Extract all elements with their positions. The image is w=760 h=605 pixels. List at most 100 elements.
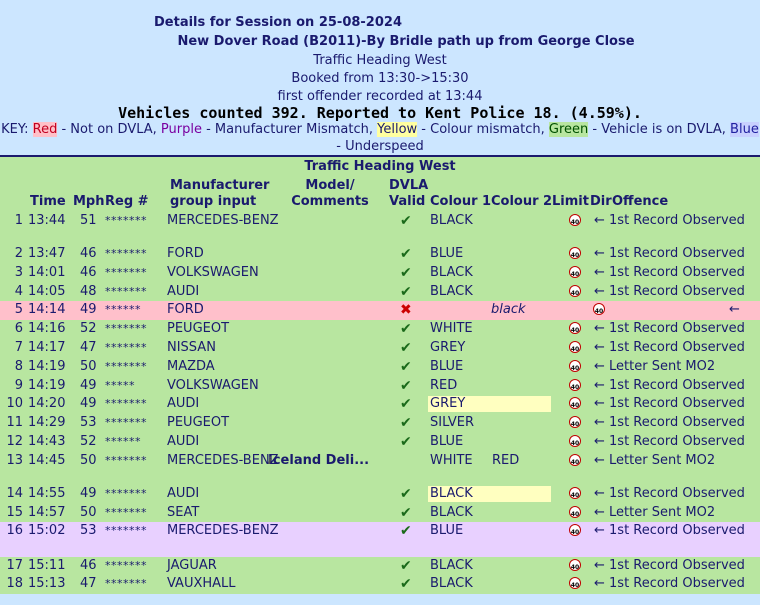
header-model: Model/ Comments — [291, 178, 369, 209]
row-reg: ******* — [105, 214, 147, 227]
row-manufacturer: MAZDA — [167, 359, 215, 374]
key-red: Red — [32, 122, 58, 137]
row-number: 4 — [14, 284, 23, 299]
table-row[interactable]: 15 14:57 50 ******* SEAT ✔ BLACK 40 ← Letter Sen… — [0, 504, 760, 522]
table-row[interactable]: 10 14:20 49 ******* AUDI ✔ GREY 40 ← 1st Record … — [0, 395, 760, 414]
row-time: 14:45 — [28, 453, 66, 468]
check-icon: ✔ — [400, 576, 412, 592]
row-manufacturer: AUDI — [167, 284, 200, 299]
row-number: 1 — [14, 213, 23, 228]
row-manufacturer: PEUGEOT — [167, 415, 230, 430]
divider — [0, 155, 760, 157]
table-row[interactable]: 6 14:16 52 ******* PEUGEOT ✔ WHITE 40 ← 1st Reco… — [0, 320, 760, 339]
row-offence: ← 1st Record Observed — [594, 265, 745, 280]
row-reg: ******* — [105, 247, 147, 260]
row-colour1: BLUE — [430, 246, 464, 261]
row-manufacturer: AUDI — [167, 396, 200, 411]
row-colour1: GREY — [428, 396, 551, 412]
key-blue: Blue — [730, 122, 759, 137]
table-row[interactable]: 5 14:14 49 ****** FORD ✖ black 40 ← — [0, 301, 760, 320]
row-mph: 49 — [80, 396, 97, 411]
row-number: 5 — [14, 302, 23, 317]
check-icon: ✔ — [400, 415, 412, 431]
row-offence: ← Letter Sent MO2 — [594, 453, 716, 468]
table-row[interactable]: 16 15:02 53 ******* MERCEDES-BENZ ✔ BLUE 40 ← 1s… — [0, 522, 760, 557]
header-manufacturer: Manufacturer group input — [170, 178, 270, 209]
limit-40-icon: 40 — [569, 341, 581, 353]
limit-40-icon: 40 — [569, 524, 581, 536]
row-mph: 48 — [80, 284, 97, 299]
key-blue-text: - Underspeed — [336, 139, 424, 154]
row-mph: 49 — [80, 378, 97, 393]
records-table: Traffic Heading West Time Mph Reg # Manu… — [0, 157, 760, 594]
table-row[interactable]: 7 14:17 47 ******* NISSAN ✔ GREY 40 ← 1st Record… — [0, 339, 760, 358]
row-mph: 46 — [80, 265, 97, 280]
table-row[interactable]: 1 13:44 51 ******* MERCEDES-BENZ ✔ BLACK 40 ← 1s… — [0, 212, 760, 245]
row-colour1: BLACK — [430, 505, 473, 520]
row-colour1: BLUE — [430, 359, 464, 374]
row-offence: ← 1st Record Observed — [594, 396, 745, 411]
limit-40-icon: 40 — [569, 214, 581, 226]
check-icon: ✔ — [400, 321, 412, 337]
row-reg: ******* — [105, 524, 147, 537]
row-manufacturer: JAGUAR — [167, 558, 217, 573]
page-title: Details for Session on 25-08-2024 — [154, 15, 402, 30]
row-offence: ← 1st Record Observed — [594, 284, 745, 299]
table-row[interactable]: 17 15:11 46 ******* JAGUAR ✔ BLACK 40 ← 1st Reco… — [0, 557, 760, 575]
table-row[interactable]: 8 14:19 50 ******* MAZDA ✔ BLUE 40 ← Letter Sent… — [0, 358, 760, 377]
row-reg: ****** — [105, 303, 141, 316]
key-purple-text: - Manufacturer Mismatch, — [201, 122, 378, 137]
row-reg: ******* — [105, 506, 147, 519]
row-manufacturer: FORD — [167, 246, 204, 261]
row-number: 14 — [6, 486, 23, 501]
row-number: 2 — [14, 246, 23, 261]
key-green: Green — [548, 122, 589, 137]
row-time: 14:43 — [28, 434, 66, 449]
row-number: 9 — [14, 378, 23, 393]
row-time: 14:29 — [28, 415, 66, 430]
table-row[interactable]: 14 14:55 49 ******* AUDI ✔ BLACK 40 ← 1st Record… — [0, 485, 760, 504]
table-row[interactable]: 11 14:29 53 ******* PEUGEOT ✔ SILVER 40 ← 1st Re… — [0, 414, 760, 433]
row-offence: ← 1st Record Observed — [594, 415, 745, 430]
row-mph: 46 — [80, 246, 97, 261]
limit-40-icon: 40 — [593, 303, 605, 315]
check-icon: ✔ — [400, 359, 412, 375]
table-row[interactable]: 18 15:13 47 ******* VAUXHALL ✔ BLACK 40 ← 1st Re… — [0, 575, 760, 594]
row-number: 13 — [6, 453, 23, 468]
row-time: 14:20 — [28, 396, 66, 411]
row-colour1: RED — [430, 378, 458, 393]
row-number: 16 — [6, 523, 23, 538]
key-yellow-text: - Colour mismatch, — [417, 122, 549, 137]
row-number: 17 — [6, 558, 23, 573]
row-reg: ******* — [105, 322, 147, 335]
header-mph: Mph — [73, 194, 105, 209]
limit-40-icon: 40 — [569, 506, 581, 518]
row-colour1: WHITE — [430, 321, 473, 336]
row-time: 14:05 — [28, 284, 66, 299]
row-colour1: BLACK — [430, 265, 473, 280]
check-icon: ✔ — [400, 523, 412, 539]
limit-40-icon: 40 — [569, 360, 581, 372]
row-colour1: BLUE — [430, 434, 464, 449]
row-mph: 47 — [80, 576, 97, 591]
table-row[interactable]: 3 14:01 46 ******* VOLKSWAGEN ✔ BLACK 40 ← 1st R… — [0, 264, 760, 283]
table-row[interactable]: 12 14:43 52 ****** AUDI ✔ BLUE 40 ← 1st Record O… — [0, 433, 760, 452]
table-row[interactable]: 4 14:05 48 ******* AUDI ✔ BLACK 40 ← 1st Record … — [0, 283, 760, 301]
table-row[interactable]: 13 14:45 50 ******* MERCEDES-BENZ i Iceland De… — [0, 452, 760, 485]
header-limit: Limit — [552, 194, 589, 209]
row-reg: ******* — [105, 454, 147, 467]
row-model-comment[interactable]: i Iceland Deli... — [268, 453, 369, 469]
row-time: 14:55 — [28, 486, 66, 501]
row-reg: ******* — [105, 341, 147, 354]
row-number: 15 — [6, 505, 23, 520]
table-row[interactable]: 2 13:47 46 ******* FORD ✔ BLUE 40 ← 1st Record O… — [0, 245, 760, 264]
row-manufacturer: FORD — [167, 302, 204, 317]
table-row[interactable]: 9 14:19 49 ***** VOLKSWAGEN ✔ RED 40 ← 1st Recor… — [0, 377, 760, 395]
header-colour1: Colour 1 — [430, 194, 492, 209]
header-reg: Reg # — [105, 194, 149, 209]
row-colour2: black — [491, 302, 526, 317]
row-number: 3 — [14, 265, 23, 280]
road-name: New Dover Road (B2011)-By Bridle path up… — [177, 34, 635, 49]
row-time: 14:17 — [28, 340, 66, 355]
limit-40-icon: 40 — [569, 454, 581, 466]
